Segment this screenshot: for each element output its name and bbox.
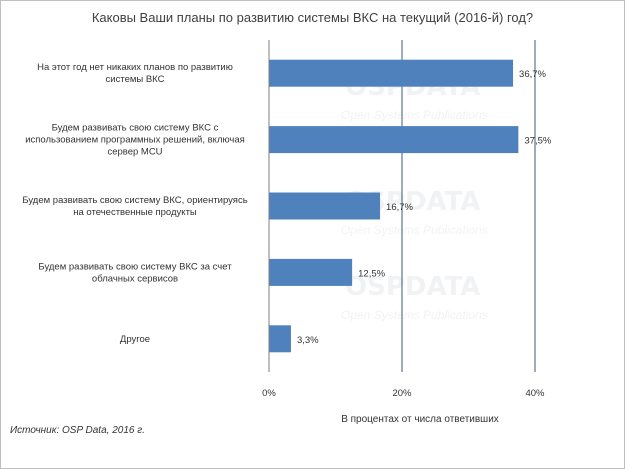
bar-3 — [269, 192, 381, 220]
category-label-line: системы ВКС — [106, 74, 165, 85]
x-tick-label-2: 40% — [525, 388, 545, 399]
data-labels: 36,7% 37,5% 16,7% 12,5% 3,3% — [297, 69, 552, 346]
category-label-3: Будем развивать свою систему ВКС, ориент… — [22, 195, 247, 218]
data-label-4: 12,5% — [358, 268, 385, 279]
gridlines — [401, 40, 536, 372]
category-label-line: облачных сервисов — [92, 273, 178, 284]
category-labels: На этот год нет никаких планов по развит… — [22, 62, 247, 345]
x-tick-label-1: 20% — [392, 388, 412, 399]
source-note: Источник: OSP Data, 2016 г. — [10, 425, 145, 436]
category-label-line: на отечественные продукты — [73, 207, 197, 218]
data-label-2: 37,5% — [524, 136, 551, 147]
category-label-line: Будем развивать свою систему ВКС, ориент… — [22, 195, 247, 206]
category-label-5: Другое — [120, 334, 150, 345]
category-label-line: Будем развивать свою систему ВКС с — [52, 123, 219, 134]
category-label-line: сервер MCU — [107, 147, 162, 158]
bar-2 — [269, 126, 519, 154]
category-label-2: Будем развивать свою систему ВКС сисполь… — [25, 123, 245, 158]
tick-labels: 0% 20% 40% — [262, 388, 545, 399]
watermark-3: OSPDATA Open Systems Publications — [341, 272, 488, 322]
category-label-4: Будем развивать свою систему ВКС за счет… — [38, 261, 232, 284]
category-label-line: Другое — [120, 334, 150, 345]
bars — [269, 59, 519, 353]
x-axis-title: В процентах от числа ответивших — [341, 414, 499, 425]
bar-4 — [269, 258, 353, 286]
bar-1 — [269, 59, 514, 87]
data-label-1: 36,7% — [519, 69, 546, 80]
bar-5 — [269, 325, 291, 353]
watermark-tagline: Open Systems Publications — [341, 223, 488, 237]
category-label-line: На этот год нет никаких планов по развит… — [37, 62, 233, 73]
category-label-line: использованием программных решений, вклю… — [25, 135, 245, 146]
chart-title: Каковы Ваши планы по развитию системы ВК… — [91, 10, 534, 25]
watermark-tagline: Open Systems Publications — [341, 108, 488, 122]
watermark-tagline: Open Systems Publications — [341, 308, 488, 322]
category-label-1: На этот год нет никаких планов по развит… — [37, 62, 233, 85]
watermark-brand: OSPDATA — [345, 272, 480, 302]
data-label-5: 3,3% — [297, 335, 319, 346]
category-label-line: Будем развивать свою систему ВКС за счет — [38, 261, 232, 272]
x-tick-label-0: 0% — [262, 388, 276, 399]
data-label-3: 16,7% — [386, 202, 413, 213]
